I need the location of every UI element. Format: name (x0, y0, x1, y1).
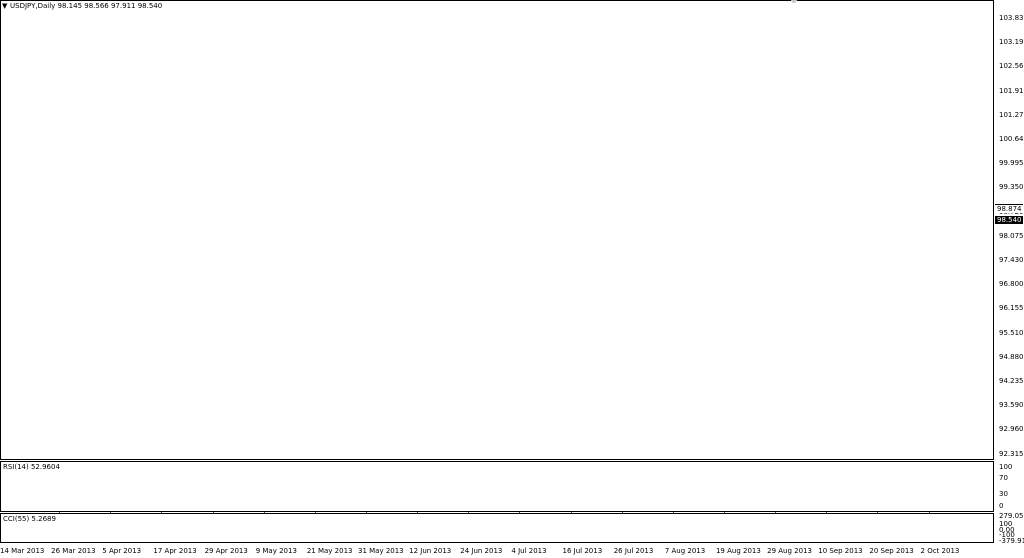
time-scale-label: 9 May 2013 (255, 547, 297, 555)
time-scale-label: 14 Mar 2013 (0, 547, 45, 555)
cci-pane[interactable] (0, 513, 994, 543)
ohlc-values: 98.145 98.566 97.911 98.540 (57, 2, 163, 10)
current-price-tag: 98.540 (995, 215, 1023, 224)
price-scale-label: 101.915 (999, 86, 1024, 95)
rsi-scale-label: 30 (999, 490, 1008, 498)
scroll-marker-icon (791, 0, 797, 3)
time-scale-label: 20 Sep 2013 (869, 547, 914, 555)
cci-scale-label: -100 (999, 531, 1015, 539)
hline-price-tag: 98.874 (995, 203, 1023, 213)
time-scale-label: 24 Jun 2013 (460, 547, 503, 555)
cci-label: CCI(55) 5.2689 (3, 515, 56, 523)
symbol-name: USDJPY,Daily (10, 2, 56, 10)
time-scale-label: 21 May 2013 (306, 547, 353, 555)
time-scale-label: 29 Aug 2013 (767, 547, 812, 555)
time-scale-label: 19 Aug 2013 (715, 547, 761, 555)
time-scale-label: 29 Apr 2013 (204, 547, 248, 555)
price-scale-label: 95.510 (999, 328, 1024, 337)
price-scale-label: 94.235 (999, 377, 1024, 385)
price-scale-label: 101.270 (999, 110, 1024, 119)
price-scale-label: 103.835 (999, 14, 1024, 22)
price-scale-label: 97.430 (999, 256, 1024, 264)
price-scale-label: 96.800 (999, 280, 1024, 289)
time-scale-label: 16 Jul 2013 (562, 547, 603, 555)
time-scale-label: 12 Jun 2013 (409, 547, 452, 555)
price-scale-label: 102.560 (999, 62, 1024, 71)
price-scale-label: 93.590 (999, 401, 1024, 410)
time-scale-label: 31 May 2013 (357, 547, 404, 555)
time-scale-label: 10 Sep 2013 (818, 547, 863, 555)
price-scale-label: 99.995 (999, 159, 1024, 168)
price-scale-label: 99.350 (999, 183, 1024, 192)
price-scale-label: 98.075 (999, 231, 1024, 240)
time-scale-label: 17 Apr 2013 (153, 547, 197, 555)
cci-scale-label: 0.00 (999, 526, 1015, 534)
dropdown-arrow-icon[interactable]: ▼ (2, 2, 8, 10)
symbol-header: USDJPY,Daily 98.145 98.566 97.911 98.540 (10, 2, 162, 11)
cci-scale-label: 279.051 (999, 512, 1024, 520)
cci-scale-label: 100 (999, 520, 1013, 528)
price-scale-label: 92.315 (999, 449, 1024, 458)
price-scale-label: 103.190 (999, 38, 1024, 47)
rsi-label: RSI(14) 52.9604 (3, 463, 60, 471)
rsi-scale-label: 0 (999, 502, 1004, 510)
time-scale-label: 7 Aug 2013 (664, 547, 706, 555)
price-scale-label: 96.155 (999, 304, 1024, 313)
price-scale-label: 92.960 (999, 425, 1024, 434)
rsi-scale-label: 100 (999, 463, 1013, 471)
price-scale-label: 94.880 (999, 352, 1024, 361)
time-scale-label: 4 Jul 2013 (511, 547, 547, 555)
rsi-pane[interactable] (0, 461, 994, 512)
time-scale-label: 2 Oct 2013 (920, 547, 960, 555)
time-scale-label: 26 Mar 2013 (51, 547, 96, 555)
price-scale-label: 100.640 (999, 135, 1024, 143)
time-scale-label: 26 Jul 2013 (613, 547, 654, 555)
rsi-scale-label: 70 (999, 474, 1008, 482)
time-scale-label: 5 Apr 2013 (102, 547, 142, 555)
price-pane[interactable] (0, 0, 994, 460)
cci-scale-label: -379.914 (999, 537, 1024, 545)
